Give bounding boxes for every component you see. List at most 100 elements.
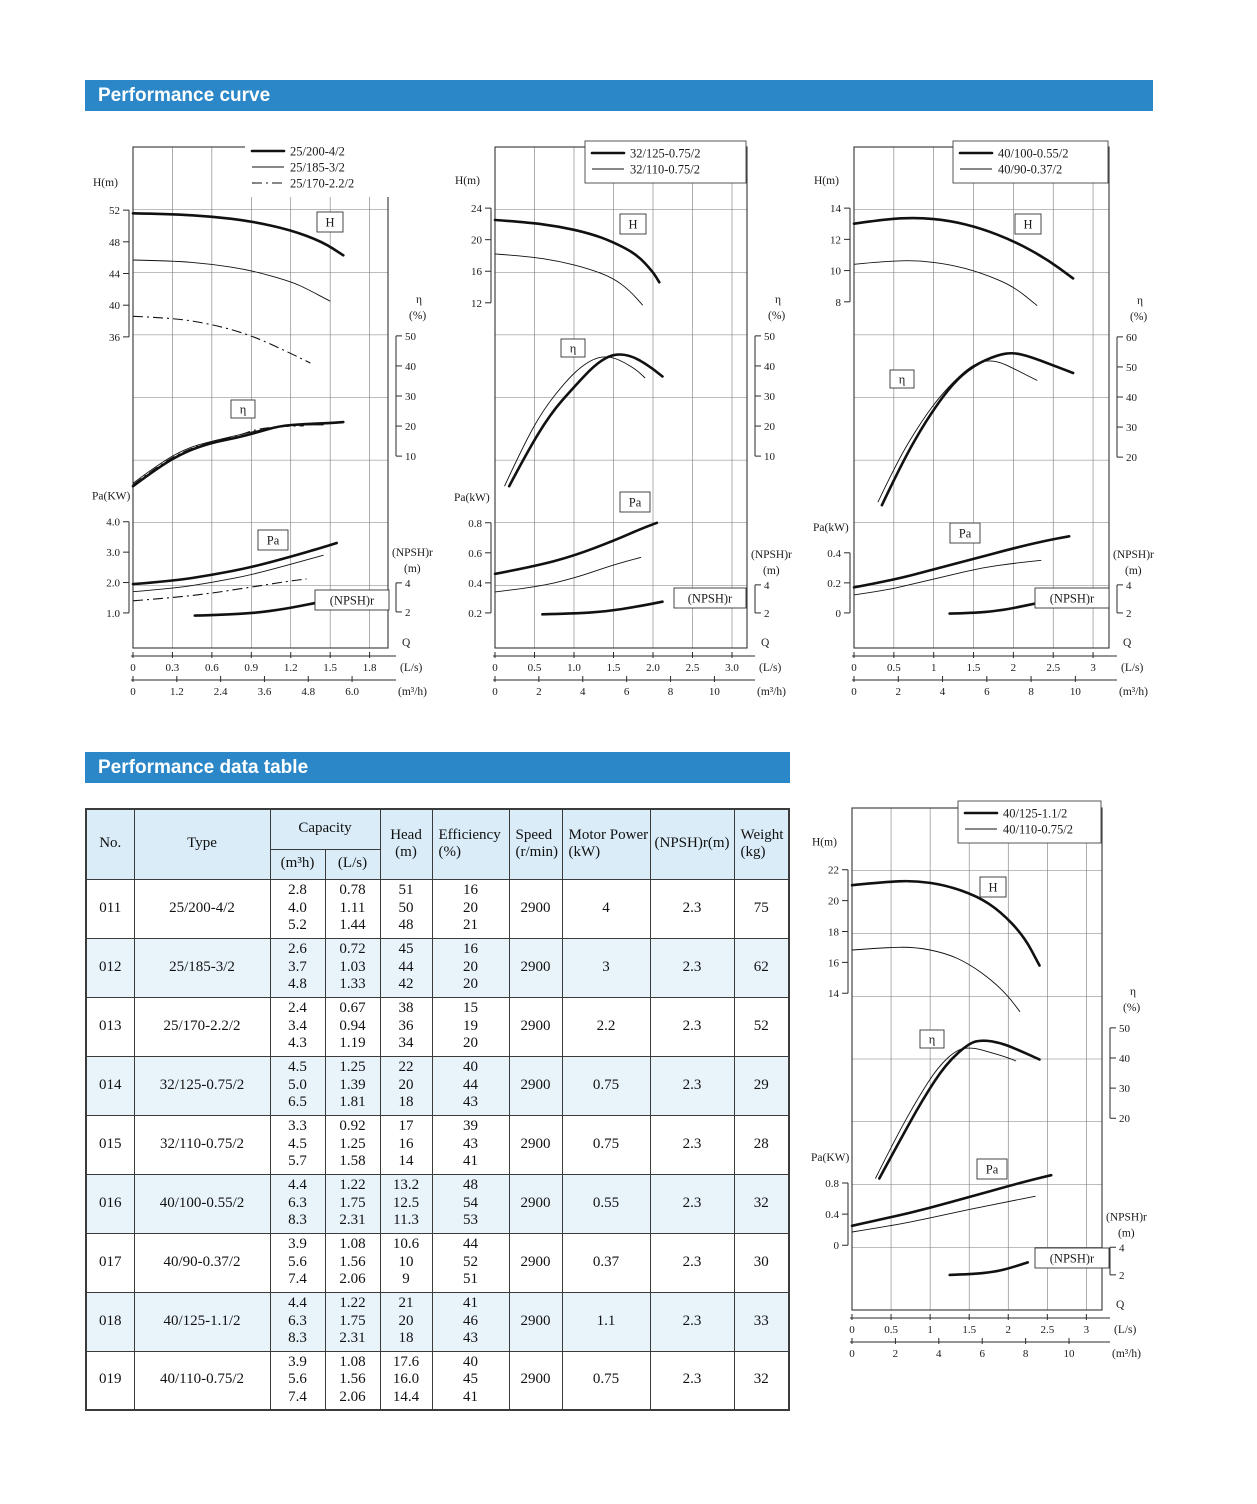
Pa-axis-title: Pa(kW) xyxy=(813,522,849,534)
cell-npsh: 2.3 xyxy=(649,1173,735,1234)
table-row: 016 40/100-0.55/2 4.4 6.3 8.3 1.22 1.75 2.3… xyxy=(85,1173,790,1234)
cell-no: 014 xyxy=(85,1055,135,1116)
table-row: 012 25/185-3/2 2.6 3.7 4.8 0.72 1.03 1.33 45… xyxy=(85,937,790,998)
eta-tick-label: 30 xyxy=(1126,422,1138,434)
series-H-2 xyxy=(132,315,311,364)
NPSH-axis-title: (m) xyxy=(763,565,780,577)
cell-head: 45 44 42 xyxy=(379,937,433,998)
NPSH-axis-title: (NPSH)r xyxy=(1106,1211,1147,1223)
section-title-performance-curve: Performance curve xyxy=(98,85,271,106)
H-tick-label: 14 xyxy=(830,203,842,215)
cell-capacity-ls: 1.22 1.75 2.31 xyxy=(324,1173,381,1234)
x-tick-m3h: 2.4 xyxy=(214,686,228,698)
cell-efficiency: 40 44 43 xyxy=(431,1055,510,1116)
cell-type: 25/170-2.2/2 xyxy=(133,996,271,1057)
x-tick-ls: 1.5 xyxy=(962,1324,976,1336)
Pa-tick-label: 1.0 xyxy=(106,608,120,620)
cell-type: 40/90-0.37/2 xyxy=(133,1232,271,1293)
x-tick-ls: 1.5 xyxy=(323,662,337,674)
Pa-tick-label: 3.0 xyxy=(106,547,120,559)
series-NPSH-0 xyxy=(541,600,664,616)
eta-tick-label: 20 xyxy=(1126,452,1138,464)
cell-weight: 30 xyxy=(733,1232,790,1293)
cell-no: 015 xyxy=(85,1114,135,1175)
cell-weight: 33 xyxy=(733,1291,790,1352)
x-tick-ls: 2.5 xyxy=(1046,662,1060,674)
Pa-axis-title: Pa(kW) xyxy=(454,492,490,504)
H-tick-label: 16 xyxy=(828,957,840,969)
curve-group-NPSH: 4 2 (NPSH)r (m) (NPSH)r xyxy=(193,547,433,619)
cell-no: 013 xyxy=(85,996,135,1057)
curve-group-NPSH: 4 2 (NPSH)r (m) (NPSH)r xyxy=(948,1211,1147,1282)
cell-speed: 2900 xyxy=(508,1173,563,1234)
H-tick-label: 24 xyxy=(471,203,483,215)
curve-label-H: H xyxy=(316,211,344,233)
x-tick-m3h: 6.0 xyxy=(345,686,359,698)
curve-label-Pa: Pa xyxy=(976,1158,1008,1180)
x-tick-m3h: 4 xyxy=(940,686,946,698)
curve-group-Pa: 0.4 0.2 0 Pa(kW) Pa xyxy=(813,522,1071,620)
svg-text:η: η xyxy=(899,373,906,387)
x-tick-ls: 0 xyxy=(849,1324,855,1336)
x-tick-ls: 1 xyxy=(927,1324,933,1336)
eta-tick-label: 40 xyxy=(764,361,776,373)
series-NPSH-0 xyxy=(193,601,316,617)
col-header-head: Head (m) xyxy=(379,808,433,880)
cell-npsh: 2.3 xyxy=(649,1232,735,1293)
x-tick-ls: 1 xyxy=(931,662,937,674)
cell-npsh: 2.3 xyxy=(649,1055,735,1116)
svg-text:H: H xyxy=(988,881,997,895)
table-header: No. Type Capacity Head (m) Efficiency (%… xyxy=(85,808,790,880)
x-tick-ls: 3 xyxy=(1090,662,1096,674)
col-header-type: Type xyxy=(133,808,271,880)
H-axis-title: H(m) xyxy=(814,175,839,187)
x-tick-ls: 2 xyxy=(1011,662,1017,674)
curve-group-eta: 50 40 30 20 η (%) η xyxy=(874,986,1140,1180)
svg-text:H: H xyxy=(628,218,637,232)
H-tick-label: 12 xyxy=(830,234,841,246)
cell-no: 016 xyxy=(85,1173,135,1234)
x-tick-ls: 2.0 xyxy=(646,662,660,674)
series-Pa-0 xyxy=(131,541,338,586)
table-row: 017 40/90-0.37/2 3.9 5.6 7.4 1.08 1.56 2.06… xyxy=(85,1232,790,1293)
NPSH-axis-title: (NPSH)r xyxy=(751,549,792,561)
eta-axis-title: η xyxy=(1137,295,1143,307)
curve-group-eta: 60 50 40 30 20 η (%) η xyxy=(877,295,1147,507)
svg-text:(NPSH)r: (NPSH)r xyxy=(1050,592,1095,606)
series-H-1 xyxy=(851,946,1021,1013)
Pa-tick-label: 0.8 xyxy=(468,518,482,530)
legend-label: 40/125-1.1/2 xyxy=(1003,807,1067,821)
cell-capacity-m3h: 4.4 6.3 8.3 xyxy=(269,1173,326,1234)
chart-legend: 25/200-4/2 25/185-3/2 25/170-2.2/2 xyxy=(245,139,391,197)
eta-tick-label: 10 xyxy=(405,451,417,463)
cell-type: 40/110-0.75/2 xyxy=(133,1350,271,1411)
NPSH-axis-title: (NPSH)r xyxy=(392,547,433,559)
performance-chart-40-100-series: 1412108H(m)H6050403020η(%)η0.40.20Pa(kW)… xyxy=(813,140,1154,698)
NPSH-axis-title: (m) xyxy=(1125,565,1142,577)
cell-head: 13.2 12.5 11.3 xyxy=(379,1173,433,1234)
cell-weight: 28 xyxy=(733,1114,790,1175)
series-eta-1 xyxy=(874,1047,1017,1179)
table-row: 019 40/110-0.75/2 3.9 5.6 7.4 1.08 1.56 2.0… xyxy=(85,1350,790,1411)
curve-label-Pa: Pa xyxy=(257,529,289,551)
NPSH-tick-label: 4 xyxy=(764,580,770,592)
cell-efficiency: 16 20 20 xyxy=(431,937,510,998)
svg-text:Pa: Pa xyxy=(959,527,972,541)
series-eta-0 xyxy=(131,420,345,488)
H-axis-title: H(m) xyxy=(93,177,118,189)
x-tick-m3h: 0 xyxy=(851,686,857,698)
eta-tick-label: 30 xyxy=(1119,1083,1131,1095)
cell-head: 17.6 16.0 14.4 xyxy=(379,1350,433,1411)
Pa-tick-label: 0.2 xyxy=(468,608,482,620)
svg-text:H: H xyxy=(1023,218,1032,232)
col-header-speed: Speed (r/min) xyxy=(508,808,563,880)
cell-capacity-ls: 1.22 1.75 2.31 xyxy=(324,1291,381,1352)
x-tick-m3h: 8 xyxy=(668,686,674,698)
eta-tick-label: 10 xyxy=(764,451,776,463)
x-tick-m3h: 8 xyxy=(1023,1348,1029,1360)
eta-tick-label: 40 xyxy=(1119,1053,1131,1065)
legend-label: 32/110-0.75/2 xyxy=(630,163,700,177)
H-tick-label: 8 xyxy=(836,297,842,309)
svg-text:(NPSH)r: (NPSH)r xyxy=(688,592,733,606)
cell-no: 017 xyxy=(85,1232,135,1293)
